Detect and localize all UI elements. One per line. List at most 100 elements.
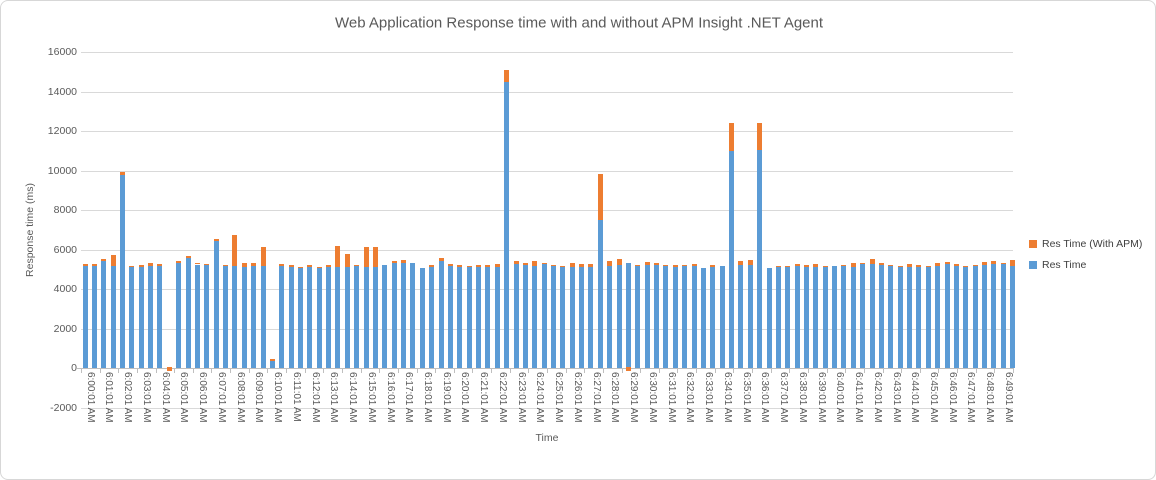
bar-res-time <box>429 267 435 368</box>
bar-res-time <box>363 267 369 368</box>
bar-res-time <box>551 266 556 368</box>
bar-res-time-with-apm <box>654 263 660 266</box>
bar-res-time <box>813 267 819 368</box>
bar-res-time <box>991 264 997 368</box>
bar-res-time-with-apm <box>82 263 88 267</box>
bar-res-time <box>860 264 866 368</box>
x-tick-label: 6:28:01 AM <box>609 372 621 423</box>
bar-res-time-with-apm <box>129 265 135 268</box>
x-tick-label: 6:18:01 AM <box>422 372 433 423</box>
bar-res-time-with-apm <box>204 263 210 266</box>
bar-res-time-with-apm <box>485 265 491 268</box>
axis-tick <box>565 368 567 373</box>
x-tick-label: 6:02:01 AM <box>122 372 134 423</box>
axis-tick <box>863 368 865 373</box>
x-tick-label: 6:07:01 AM <box>215 372 227 423</box>
axis-tick <box>118 368 120 373</box>
x-tick-label: 6:19:01 AM <box>440 372 452 423</box>
bar-res-time <box>822 267 828 368</box>
x-tick-label: 6:15:01 AM <box>365 372 377 423</box>
gridline <box>81 210 1013 211</box>
bar-res-time-with-apm <box>119 172 125 175</box>
bar-res-time-with-apm <box>363 246 369 268</box>
y-tick-label: 6000 <box>53 243 77 256</box>
bar-res-time-with-apm <box>522 263 528 266</box>
legend: Res Time (With APM) Res Time <box>1029 238 1142 280</box>
axis-tick <box>416 368 418 373</box>
legend-swatch-icon <box>1029 240 1037 248</box>
axis-tick <box>304 368 306 373</box>
bar-res-time <box>410 263 416 368</box>
axis-tick <box>155 368 157 373</box>
legend-item: Res Time (With APM) <box>1029 238 1142 250</box>
bar-res-time <box>616 264 622 368</box>
bar-res-time-with-apm <box>644 262 650 266</box>
x-tick-label: 6:49:01 AM <box>1002 372 1014 423</box>
bar-res-time-with-apm <box>935 263 941 267</box>
bar-res-time-with-apm <box>663 265 669 267</box>
bar-res-time <box>916 267 922 368</box>
bar-res-time-with-apm <box>447 264 453 267</box>
bar-res-time-with-apm <box>907 264 913 268</box>
bar-res-time-with-apm <box>747 260 753 266</box>
bar-res-time <box>747 265 753 368</box>
bar-res-time <box>504 81 510 368</box>
bar-res-time-with-apm <box>401 260 407 263</box>
bar-res-time-with-apm <box>850 263 856 268</box>
axis-tick <box>286 368 288 373</box>
x-tick-label: 6:45:01 AM <box>927 372 939 423</box>
gridline <box>81 131 1013 132</box>
bar-res-time <box>635 266 641 368</box>
bar-res-time-with-apm <box>963 265 969 268</box>
bar-res-time-with-apm <box>785 265 791 268</box>
bar-res-time <box>682 266 688 368</box>
bar-res-time <box>260 266 266 368</box>
x-tick-label: 6:42:01 AM <box>871 372 883 423</box>
axis-tick <box>752 368 754 373</box>
legend-label: Res Time (With APM) <box>1042 238 1143 250</box>
bar-res-time-with-apm <box>194 262 200 265</box>
bar-res-time <box>148 265 154 368</box>
bar-res-time <box>729 150 735 368</box>
bar-res-time-with-apm <box>672 264 678 268</box>
axis-tick <box>509 368 511 373</box>
bar-res-time-with-apm <box>241 262 247 268</box>
axis-tick <box>994 368 996 373</box>
bar-res-time <box>326 267 332 368</box>
bar-res-time-with-apm <box>625 367 631 371</box>
x-tick-label: 6:09:01 AM <box>253 372 265 423</box>
axis-tick <box>770 368 772 373</box>
bar-res-time <box>607 266 613 368</box>
x-tick-label: 6:30:01 AM <box>646 372 658 423</box>
bar-res-time <box>213 240 219 368</box>
x-tick-label: 6:44:01 AM <box>909 372 921 423</box>
bar-res-time-with-apm <box>560 265 566 268</box>
bar-res-time-with-apm <box>635 264 641 267</box>
bar-res-time <box>522 265 528 368</box>
bar-res-time <box>279 266 285 368</box>
bar-res-time-with-apm <box>138 265 144 268</box>
bar-res-time <box>316 267 322 368</box>
bar-res-time <box>579 267 585 368</box>
bar-res-time-with-apm <box>953 264 959 267</box>
bar-res-time <box>269 361 275 368</box>
bar-res-time <box>944 264 950 368</box>
x-tick-label: 6:35:01 AM <box>740 372 752 423</box>
bar-res-time-with-apm <box>101 259 107 262</box>
bar-res-time <box>91 265 97 368</box>
x-axis-title: Time <box>535 432 559 444</box>
bar-res-time <box>672 267 678 368</box>
legend-label: Res Time <box>1042 259 1087 271</box>
bar-res-time <box>841 266 847 368</box>
bar-res-time-with-apm <box>803 265 809 268</box>
x-tick-label: 6:29:01 AM <box>628 372 640 423</box>
bar-res-time <box>691 266 697 368</box>
y-tick-label: 10000 <box>47 164 77 177</box>
bar-res-time-with-apm <box>251 263 257 267</box>
bar-res-time <box>953 266 959 368</box>
bar-res-time-with-apm <box>223 264 229 267</box>
bar-res-time <box>1010 266 1016 368</box>
x-tick-label: 6:23:01 AM <box>515 372 527 423</box>
axis-tick <box>919 368 921 373</box>
bar-res-time <box>982 265 988 368</box>
